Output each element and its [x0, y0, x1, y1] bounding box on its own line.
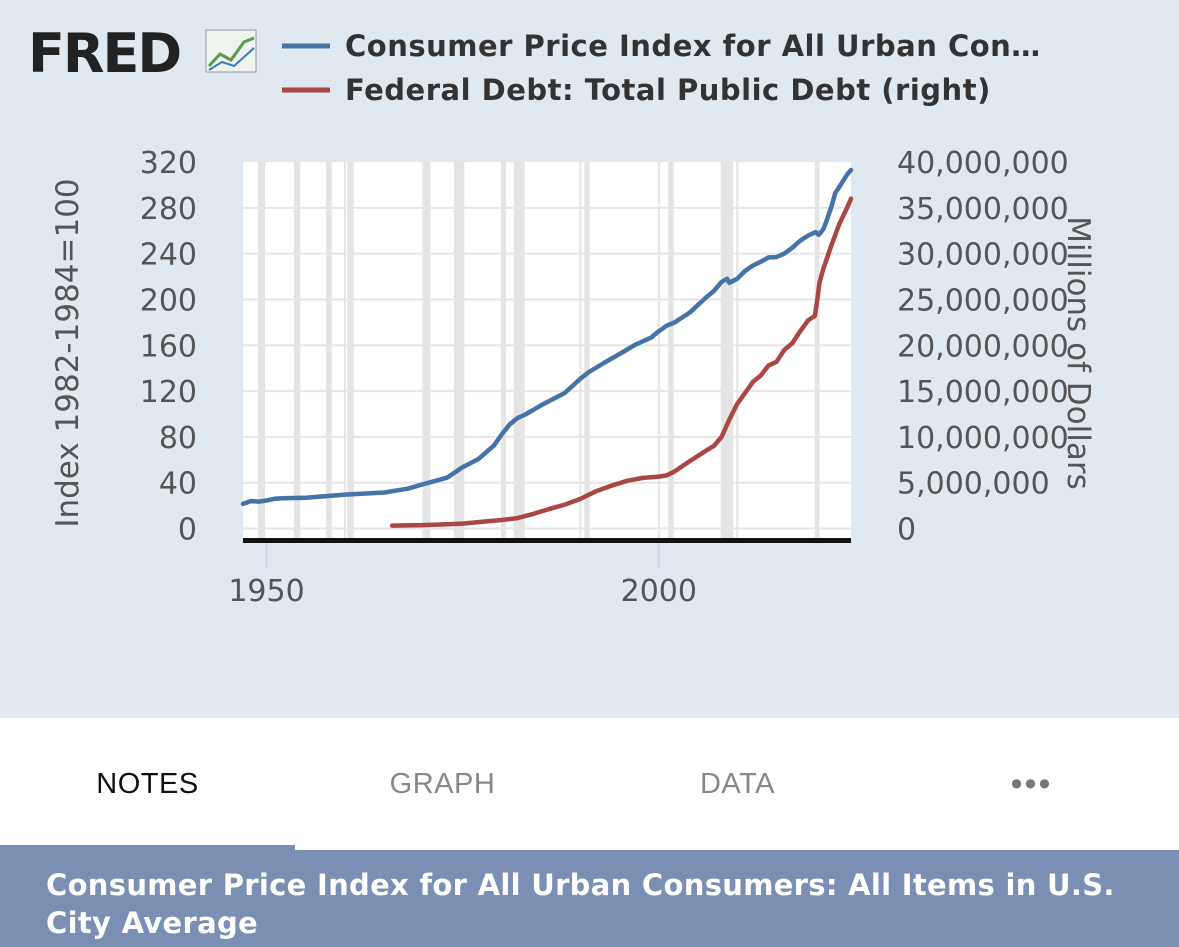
legend-label-cpi: Consumer Price Index for All Urban Con…: [345, 29, 1041, 63]
chart-svg: FRED Consumer Price Index for All Urban …: [28, 22, 1096, 609]
more-options-icon: •••: [1010, 764, 1053, 803]
x-axis-line: [243, 538, 851, 543]
tab-data-label: DATA: [699, 767, 776, 800]
right-tick-label: 30,000,000: [897, 238, 1069, 273]
series-title-banner: Consumer Price Index for All Urban Consu…: [0, 850, 1179, 947]
tab-graph-label: GRAPH: [389, 767, 496, 800]
x-axis-ticks: 1950 2000: [228, 543, 697, 609]
left-tick-label: 320: [140, 146, 197, 181]
left-tick-label: 80: [159, 421, 197, 456]
right-tick-label: 0: [897, 513, 916, 548]
recession-band: [816, 162, 820, 540]
recession-band: [454, 162, 465, 540]
left-axis-title: Index 1982-1984=100: [50, 178, 86, 527]
right-tick-label: 15,000,000: [897, 375, 1069, 410]
left-tick-label: 120: [140, 375, 197, 410]
left-tick-label: 280: [140, 192, 197, 227]
right-tick-label: 35,000,000: [897, 192, 1069, 227]
recession-band: [584, 162, 590, 540]
chart-panel: FRED Consumer Price Index for All Urban …: [28, 22, 1096, 609]
tab-data[interactable]: DATA: [590, 718, 885, 850]
fred-logo[interactable]: FRED: [28, 22, 257, 85]
series-line-cpi: [240, 167, 854, 507]
right-tick-label: 25,000,000: [897, 283, 1069, 318]
tab-notes[interactable]: NOTES: [0, 718, 295, 850]
right-tick-label: 10,000,000: [897, 421, 1069, 456]
recession-band: [720, 162, 734, 540]
more-options-button[interactable]: •••: [884, 718, 1179, 850]
tab-bar: NOTES GRAPH DATA •••: [0, 718, 1179, 850]
active-tab-indicator: [0, 845, 295, 850]
fred-logo-graph-icon: [205, 29, 257, 73]
x-tick-label: 2000: [621, 574, 697, 609]
recession-band: [513, 162, 525, 540]
tab-notes-label: NOTES: [96, 767, 199, 800]
x-tick-label: 1950: [228, 574, 304, 609]
recession-band: [501, 162, 506, 540]
fred-logo-text: FRED: [28, 22, 180, 85]
right-tick-label: 20,000,000: [897, 329, 1069, 364]
recession-shading: [257, 162, 820, 540]
left-tick-label: 160: [140, 329, 197, 364]
left-tick-label: 240: [140, 238, 197, 273]
legend-label-debt: Federal Debt: Total Public Debt (right): [345, 73, 991, 107]
series-lines: [240, 167, 854, 528]
right-axis-ticks: 40,000,000 35,000,000 30,000,000 25,000,000…: [897, 146, 1069, 548]
series-title: Consumer Price Index for All Urban Consu…: [46, 868, 1115, 940]
series-line-federal-debt: [389, 196, 854, 528]
tab-graph[interactable]: GRAPH: [295, 718, 590, 850]
left-tick-label: 200: [140, 283, 197, 318]
right-tick-label: 5,000,000: [897, 467, 1050, 502]
left-axis-ticks: 320 280 240 200 160 120 80 40 0: [140, 146, 197, 548]
recession-band: [257, 162, 265, 540]
right-tick-label: 40,000,000: [897, 146, 1069, 181]
recession-band: [422, 162, 431, 540]
recession-band: [326, 162, 332, 540]
left-tick-label: 40: [159, 467, 197, 502]
left-tick-label: 0: [178, 513, 197, 548]
right-axis-title: Millions of Dollars: [1060, 216, 1096, 490]
recession-band: [347, 162, 354, 540]
recession-band: [293, 162, 301, 540]
recession-band: [668, 162, 674, 540]
chart-legend: Consumer Price Index for All Urban Con… …: [282, 29, 1041, 107]
grid-lines: [243, 162, 851, 540]
